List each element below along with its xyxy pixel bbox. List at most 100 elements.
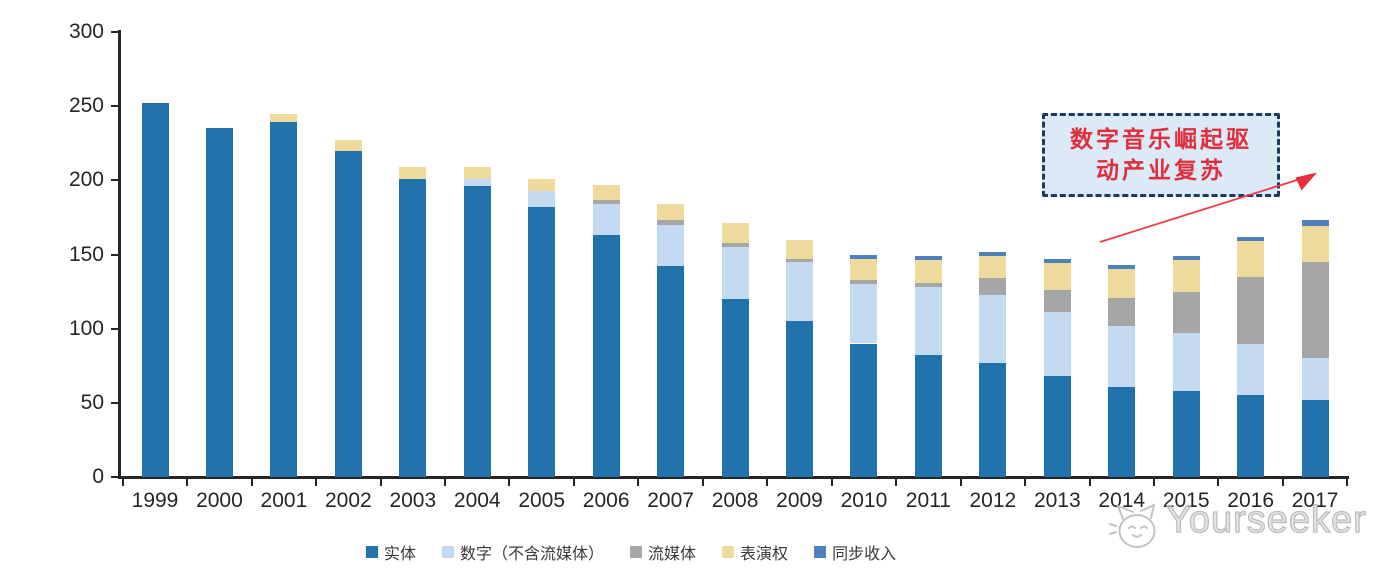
legend-swatch-icon (366, 546, 378, 558)
y-tick-label: 150 (68, 242, 104, 266)
x-tick-label: 2003 (389, 489, 437, 512)
bar-segment-2015-同步收入 (1172, 255, 1200, 261)
x-tick-label: 2016 (1227, 489, 1274, 512)
x-tick (508, 479, 511, 486)
legend-item: 流媒体 (630, 540, 696, 564)
bar-segment-2001-实体 (270, 122, 298, 477)
bar-segment-2005-表演权 (528, 178, 556, 191)
y-tick (111, 476, 119, 478)
bar-segment-2005-实体 (528, 207, 556, 477)
bar-segment-2016-流媒体 (1237, 276, 1265, 344)
bar-segment-2014-表演权 (1108, 269, 1136, 298)
x-tick (766, 479, 769, 486)
x-tick-label: 2005 (518, 489, 566, 512)
bar-segment-2003-表演权 (399, 166, 427, 179)
bar-segment-2017-数字（不含流媒体） (1301, 358, 1329, 400)
y-tick (111, 253, 119, 256)
bar-segment-2001-表演权 (270, 113, 298, 123)
bar-segment-2008-流媒体 (721, 242, 749, 248)
x-tick (1152, 479, 1155, 486)
legend-label: 流媒体 (648, 546, 697, 563)
x-tick-label: 2001 (260, 489, 308, 512)
y-tick (111, 179, 119, 182)
legend-label: 同步收入 (832, 546, 897, 563)
bar-segment-2010-数字（不含流媒体） (850, 284, 878, 344)
bar-segment-2014-实体 (1108, 386, 1136, 477)
x-tick (701, 479, 704, 486)
x-tick (1217, 479, 1220, 486)
annotation-text-line1: 数字音乐崛起驱 (1070, 126, 1252, 152)
bar-segment-2010-流媒体 (850, 279, 878, 285)
legend-label: 数字（不含流媒体） (460, 546, 605, 563)
bar-segment-2011-实体 (914, 355, 942, 477)
bar-segment-2016-同步收入 (1237, 236, 1265, 242)
legend: 实体 数字（不含流媒体） 流媒体 表演权 同步收入 (366, 540, 896, 564)
bar-segment-2008-数字（不含流媒体） (721, 247, 749, 299)
bar-segment-2017-同步收入 (1301, 220, 1329, 227)
bar-segment-2011-流媒体 (914, 282, 942, 288)
bar-segment-2007-表演权 (657, 204, 685, 221)
bar-segment-2005-数字（不含流媒体） (528, 190, 556, 208)
bar-segment-2006-表演权 (592, 184, 620, 200)
legend-swatch-icon (630, 546, 643, 558)
bar-segment-2015-实体 (1172, 390, 1200, 477)
bar-segment-2000-实体 (205, 128, 233, 477)
bar-segment-2008-实体 (721, 299, 749, 477)
bar-segment-2012-数字（不含流媒体） (979, 294, 1007, 363)
bar-segment-2013-数字（不含流媒体） (1043, 312, 1071, 377)
bar-segment-2015-表演权 (1172, 260, 1200, 292)
bar-segment-2014-数字（不含流媒体） (1108, 325, 1136, 387)
x-tick (250, 479, 253, 486)
x-tick (186, 479, 189, 486)
bar-segment-2009-表演权 (786, 239, 813, 259)
bar-segment-1999-实体 (141, 103, 169, 477)
bar-segment-2004-数字（不含流媒体） (463, 178, 491, 187)
bar-segment-2017-流媒体 (1301, 261, 1329, 359)
y-axis-line (118, 30, 121, 479)
bar-segment-2011-数字（不含流媒体） (914, 287, 942, 356)
x-tick (637, 479, 640, 486)
watermark-text: Yourseeker (1165, 498, 1367, 541)
bar-segment-2013-表演权 (1043, 263, 1071, 291)
x-tick (444, 479, 447, 486)
bar-segment-2010-表演权 (850, 258, 878, 280)
watermark: Yourseeker (1108, 496, 1367, 552)
bar-segment-2012-流媒体 (979, 278, 1007, 295)
y-tick-label: 50 (80, 390, 104, 414)
legend-item: 实体 (366, 540, 416, 564)
legend-swatch-icon (442, 546, 455, 558)
legend-item: 数字（不含流媒体） (442, 540, 604, 564)
legend-label: 实体 (384, 546, 417, 563)
bar-segment-2013-同步收入 (1043, 258, 1071, 264)
bar-segment-2006-实体 (592, 235, 620, 477)
bar-segment-2007-实体 (657, 266, 685, 477)
bar-segment-2009-实体 (786, 321, 813, 477)
y-tick-label: 0 (92, 465, 104, 488)
x-tick-label: 2017 (1291, 489, 1339, 512)
x-tick-label: 2006 (582, 489, 630, 512)
bar-segment-2002-表演权 (334, 140, 362, 151)
y-tick (111, 31, 119, 33)
bar-segment-2004-表演权 (463, 166, 491, 179)
x-tick (1024, 479, 1027, 486)
bar-segment-2007-流媒体 (657, 220, 685, 225)
legend-item: 表演权 (722, 540, 788, 564)
y-tick (111, 105, 119, 108)
bar-segment-2012-表演权 (979, 255, 1007, 279)
x-tick-label: 2004 (453, 489, 501, 512)
x-tick-label: 2014 (1098, 489, 1146, 512)
x-tick-label: 2010 (840, 489, 888, 512)
bar-segment-2011-同步收入 (914, 255, 942, 261)
bar-segment-2007-数字（不含流媒体） (657, 224, 685, 267)
annotation-box: 数字音乐崛起驱 动产业复苏 (1042, 113, 1280, 197)
bar-segment-2010-同步收入 (850, 254, 878, 259)
x-tick-label: 2013 (1033, 489, 1081, 512)
x-tick-label: 2015 (1162, 489, 1210, 512)
legend-swatch-icon (814, 546, 827, 558)
bar-segment-2013-实体 (1043, 376, 1071, 477)
annotation-text-line2: 动产业复苏 (1096, 157, 1226, 183)
y-tick-label: 300 (68, 20, 104, 43)
bar-segment-2017-表演权 (1301, 226, 1329, 262)
bar-segment-2016-数字（不含流媒体） (1237, 343, 1265, 396)
x-tick (121, 479, 124, 486)
